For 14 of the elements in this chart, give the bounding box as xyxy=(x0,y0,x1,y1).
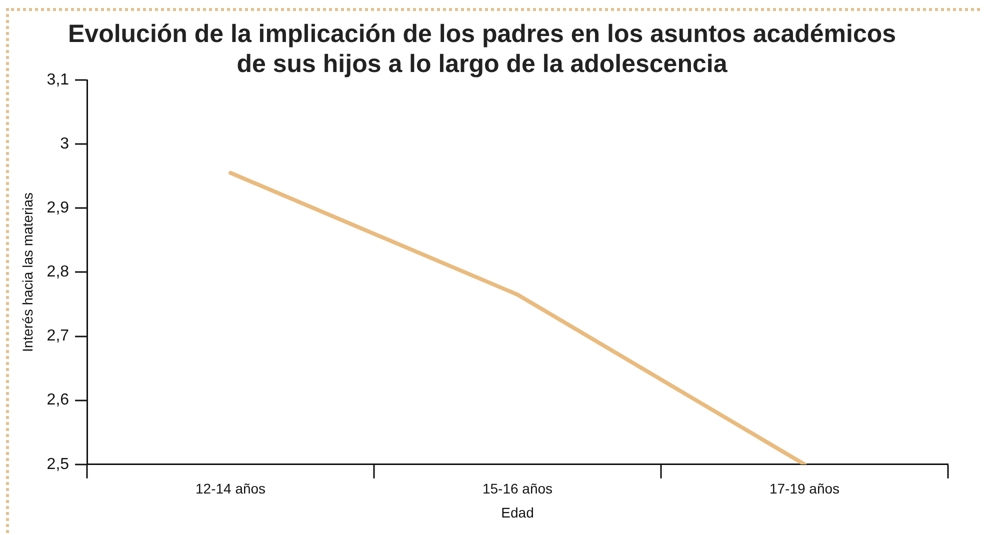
y-tick-label: 2,8 xyxy=(46,264,70,281)
y-axis-title: Interés hacia las materias xyxy=(19,192,36,352)
y-tick-label: 2,7 xyxy=(46,328,70,345)
x-tick-label: 15-16 años xyxy=(482,480,553,497)
y-tick-label: 3,1 xyxy=(46,71,70,88)
x-tick-label: 12-14 años xyxy=(196,480,266,497)
y-tick-label: 3 xyxy=(60,135,70,152)
text: Evolución de la implicación de los padres en los asuntos académicos xyxy=(68,20,896,48)
x-tick-label: 17-19 años xyxy=(769,480,840,497)
x-axis-title: Edad xyxy=(501,504,534,520)
y-tick-label: 2,6 xyxy=(46,392,70,409)
y-tick-label: 2,5 xyxy=(46,456,70,473)
y-tick-label: 2,9 xyxy=(46,200,70,217)
text: de sus hijos a lo largo de la adolescencia xyxy=(236,50,728,78)
